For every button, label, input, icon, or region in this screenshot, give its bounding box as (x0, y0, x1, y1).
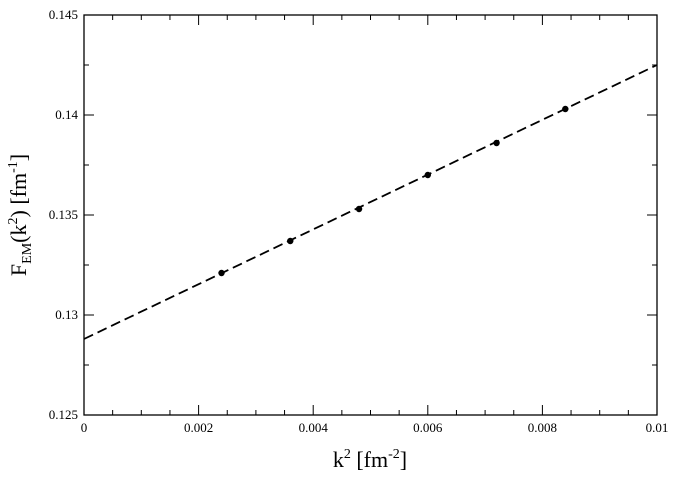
fit-line (83, 64, 658, 340)
series-layer (83, 64, 658, 340)
data-point (493, 139, 500, 147)
data-point (218, 269, 225, 277)
x-tick-label: 0.008 (528, 420, 557, 435)
x-axis-ticks: 0 0.002 0.004 0.006 0.008 0.01 (81, 15, 669, 435)
plot-area (83, 14, 658, 416)
data-point (562, 105, 569, 113)
x-axis-title: k2 [fm-2] (333, 447, 407, 472)
y-tick-label: 0.125 (49, 407, 78, 422)
data-point (287, 237, 294, 245)
y-axis-ticks: 0.125 0.13 0.135 0.14 0.145 (49, 7, 657, 422)
x-tick-label: 0.002 (184, 420, 213, 435)
plot-frame (83, 14, 658, 416)
x-tick-label: 0.004 (299, 420, 329, 435)
y-tick-label: 0.13 (55, 307, 78, 322)
y-tick-label: 0.14 (55, 107, 78, 122)
x-tick-label: 0.01 (646, 420, 669, 435)
y-axis-title: FEM(k2) [fm-1] (6, 154, 35, 276)
y-tick-label: 0.145 (49, 7, 78, 22)
y-tick-label: 0.135 (49, 207, 78, 222)
data-point (355, 205, 363, 213)
x-tick-label: 0.006 (413, 420, 443, 435)
data-point (424, 171, 431, 179)
x-tick-label: 0 (81, 420, 88, 435)
